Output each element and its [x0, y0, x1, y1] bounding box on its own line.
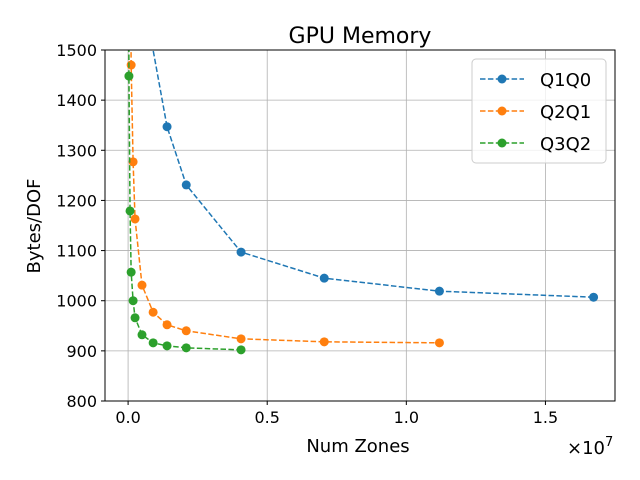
legend-box [471, 58, 607, 164]
legend-label: Q3Q2 [540, 134, 591, 155]
x-axis-label: Num Zones [306, 436, 409, 457]
point [236, 334, 246, 344]
point [162, 341, 172, 351]
point [319, 337, 329, 347]
x-offset-base: ×10 [567, 438, 605, 459]
legend-marker [497, 74, 507, 84]
legend-marker [497, 138, 507, 148]
point [137, 330, 147, 340]
y-tick-label: 1000 [56, 292, 97, 311]
y-tick-label: 900 [66, 342, 97, 361]
x-offset-exponent: 7 [605, 435, 613, 450]
y-tick-label: 1500 [56, 41, 97, 60]
chart-title: GPU Memory [289, 24, 432, 49]
point [162, 320, 172, 330]
y-tick-label: 1100 [56, 242, 97, 261]
point [589, 292, 599, 302]
point [126, 267, 136, 277]
legend-label: Q2Q1 [540, 102, 591, 123]
point [130, 313, 140, 323]
x-offset: ×107 [567, 435, 613, 459]
point [128, 296, 138, 306]
point [236, 247, 246, 257]
x-tick-label: 1.5 [533, 408, 558, 427]
point [137, 280, 147, 290]
x-tick-label: 1.0 [394, 408, 419, 427]
point [124, 71, 134, 81]
point [434, 338, 444, 348]
y-tick-label: 1400 [56, 91, 97, 110]
point [181, 180, 191, 190]
legend-label: Q1Q0 [540, 70, 591, 91]
point [126, 60, 136, 70]
point [140, 0, 149, 9]
x-tick-label: 0.5 [254, 408, 279, 427]
point [181, 343, 191, 353]
y-tick-label: 1300 [56, 141, 97, 160]
x-tick-label: 0.0 [115, 408, 140, 427]
y-axis-label: Bytes/DOF [24, 179, 45, 274]
point [319, 273, 329, 283]
point [148, 307, 158, 317]
point [434, 286, 444, 296]
point [236, 345, 246, 355]
y-tick-label: 1200 [56, 191, 97, 210]
legend-marker [497, 106, 507, 116]
point [148, 338, 158, 348]
point [181, 326, 191, 336]
point [125, 206, 135, 216]
point [130, 214, 140, 224]
plot-frame [104, 49, 616, 402]
y-tick-label: 800 [66, 392, 97, 411]
point [162, 122, 172, 132]
point [128, 157, 138, 167]
